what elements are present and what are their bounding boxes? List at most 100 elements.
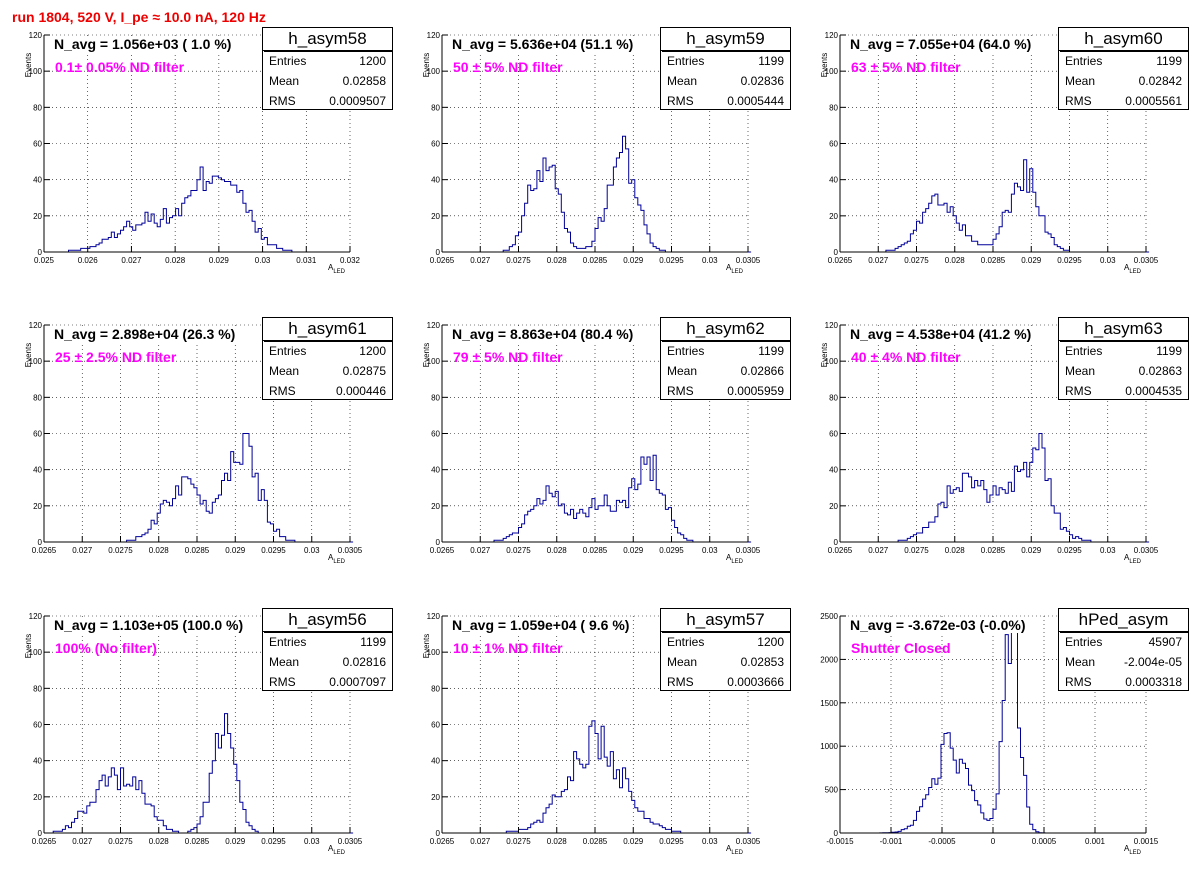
filter-label: 10 ± 1% ND filter (453, 640, 563, 656)
x-tick-label: 0.0285 (981, 546, 1006, 555)
x-tick-label: 0.025 (34, 256, 55, 265)
y-tick-label: 0 (38, 538, 43, 547)
stats-value: 0.0005959 (727, 384, 784, 398)
stats-value: 0.0004535 (1125, 384, 1182, 398)
x-tick-label: 0.027 (470, 837, 491, 846)
y-tick-label: 80 (431, 393, 440, 402)
x-tick-label: 0.0265 (828, 256, 853, 265)
y-tick-label: 0 (38, 248, 43, 257)
y-axis-label: Events (820, 343, 829, 367)
histogram-name: h_asym63 (1059, 318, 1188, 341)
stats-label: Entries (1065, 54, 1103, 68)
x-tick-label: 0.0295 (659, 256, 684, 265)
x-tick-label: 0.0295 (659, 546, 684, 555)
stats-rms: RMS 0.0005561 (1059, 91, 1188, 111)
y-tick-label: 40 (829, 466, 838, 475)
y-tick-label: 80 (33, 393, 42, 402)
histogram-series (44, 713, 354, 834)
x-tick-label: 0.0285 (583, 837, 608, 846)
y-tick-label: 100 (427, 357, 441, 366)
x-tick-label: 0.029 (225, 546, 246, 555)
navg-label: N_avg = 1.103e+05 (100.0 %) (52, 617, 246, 633)
x-tick-label: 0 (991, 837, 996, 846)
stats-label: RMS (269, 675, 296, 689)
filter-label: 40 ± 4% ND filter (851, 349, 961, 365)
stats-label: RMS (667, 384, 694, 398)
y-tick-label: 20 (33, 502, 42, 511)
stats-value: 1200 (359, 54, 386, 68)
stats-label: Mean (269, 74, 300, 88)
y-tick-label: 20 (33, 793, 42, 802)
stats-label: Entries (1065, 635, 1103, 649)
x-tick-label: 0.0295 (1057, 256, 1082, 265)
filter-label: 50 ± 5% ND filter (453, 59, 563, 75)
x-axis-label-sub: LED (731, 269, 743, 275)
navg-label: N_avg = 1.056e+03 ( 1.0 %) (52, 36, 234, 52)
x-tick-label: 0.0305 (736, 256, 761, 265)
stats-rms: RMS 0.0009507 (263, 91, 392, 111)
y-tick-label: 100 (427, 67, 441, 76)
x-tick-label: 0.0305 (1134, 256, 1159, 265)
stats-label: Mean (1065, 74, 1096, 88)
stats-rms: RMS 0.0005959 (661, 381, 790, 401)
x-tick-label: 0.0275 (506, 256, 531, 265)
stats-label: Mean (269, 655, 300, 669)
histogram-name: h_asym61 (263, 318, 392, 341)
y-tick-label: 60 (431, 721, 440, 730)
x-tick-label: 0.026 (78, 256, 99, 265)
x-tick-label: 0.0305 (1134, 546, 1159, 555)
stats-value: 45907 (1148, 635, 1182, 649)
y-tick-label: 0 (834, 538, 839, 547)
stats-entries: Entries 1199 (1059, 51, 1188, 71)
stats-mean: Mean 0.02866 (661, 361, 790, 381)
x-axis-label-sub: LED (1129, 850, 1141, 856)
histogram-series (442, 720, 752, 834)
x-tick-label: 0.0295 (659, 837, 684, 846)
x-tick-label: 0.0275 (506, 546, 531, 555)
histogram-plot: 0.0265 0.027 0.0275 0.028 0.0285 0.029 0.0295 0… (24, 612, 363, 856)
stats-mean: Mean -2.004e-05 (1059, 652, 1188, 672)
y-tick-label: 80 (431, 684, 440, 693)
filter-label: 63 ± 5% ND filter (851, 59, 961, 75)
y-tick-label: 120 (427, 31, 441, 40)
y-tick-label: 120 (29, 31, 43, 40)
x-tick-label: 0.0275 (904, 256, 929, 265)
histogram-pad-h_asym59: 0.0265 0.027 0.0275 0.028 0.0285 0.029 0.0295 0… (398, 0, 796, 290)
histogram-pad-h_asym60: 0.0265 0.027 0.0275 0.028 0.0285 0.029 0.0295 0… (796, 0, 1194, 290)
y-tick-label: 40 (33, 757, 42, 766)
x-tick-label: 0.0265 (32, 837, 57, 846)
stats-mean: Mean 0.02875 (263, 361, 392, 381)
y-tick-label: 100 (427, 648, 441, 657)
histogram-name: h_asym60 (1059, 28, 1188, 51)
x-axis-label-sub: LED (333, 559, 345, 565)
stats-box: h_asym60 Entries 1199 Mean 0.02842 RMS 0.00055… (1058, 27, 1189, 110)
stats-rms: RMS 0.0003318 (1059, 672, 1188, 692)
x-tick-label: 0.0285 (583, 546, 608, 555)
x-tick-label: 0.0305 (736, 837, 761, 846)
x-axis-label-sub: LED (731, 559, 743, 565)
stats-label: Mean (667, 364, 698, 378)
histogram-name: h_asym56 (263, 609, 392, 632)
stats-value: 0.000446 (335, 384, 386, 398)
x-axis-label-sub: LED (731, 850, 743, 856)
x-tick-label: 0.03 (1100, 256, 1116, 265)
filter-label: 25 ± 2.5% ND filter (55, 349, 177, 365)
y-tick-label: 0 (436, 248, 441, 257)
stats-label: RMS (1065, 384, 1092, 398)
x-tick-label: 0.0015 (1134, 837, 1159, 846)
y-tick-label: 40 (829, 176, 838, 185)
stats-label: Entries (667, 54, 705, 68)
x-tick-label: 0.028 (547, 546, 568, 555)
x-tick-label: 0.0305 (736, 546, 761, 555)
x-tick-label: 0.0265 (430, 546, 455, 555)
y-tick-label: 40 (33, 176, 42, 185)
stats-rms: RMS 0.0007097 (263, 672, 392, 692)
stats-box: h_asym59 Entries 1199 Mean 0.02836 RMS 0.00054… (660, 27, 791, 110)
x-tick-label: 0.027 (868, 546, 889, 555)
x-tick-label: 0.029 (225, 837, 246, 846)
x-tick-label: 0.029 (1021, 256, 1042, 265)
stats-mean: Mean 0.02853 (661, 652, 790, 672)
stats-entries: Entries 1200 (263, 51, 392, 71)
y-tick-label: 20 (431, 793, 440, 802)
y-tick-label: 60 (829, 140, 838, 149)
